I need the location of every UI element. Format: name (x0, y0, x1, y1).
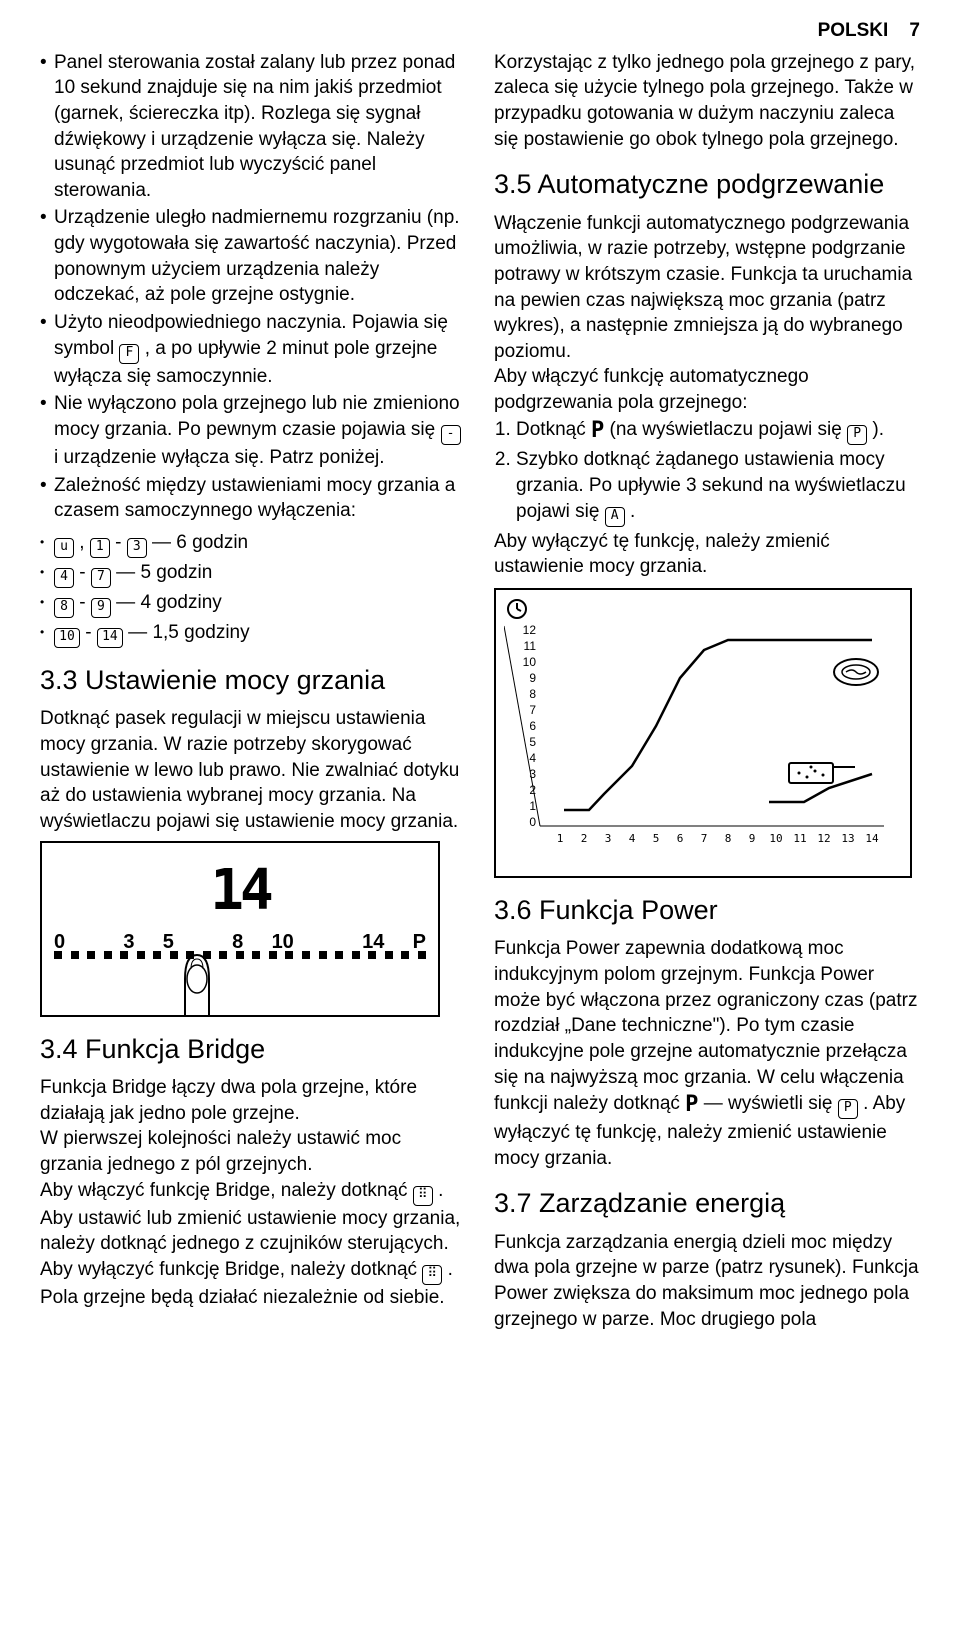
heading-3-5: 3.5 Automatyczne podgrzewanie (494, 166, 920, 202)
heating-chart: 121110 987 654 321 0 123 456 789 101112 … (494, 588, 912, 878)
svg-text:3: 3 (605, 832, 612, 845)
heading-3-3: 3.3 Ustawienie mocy grzania (40, 662, 466, 698)
bullet-item: Użyto nieodpowiedniego naczynia. Pojawia… (40, 310, 466, 389)
finger-icon (165, 949, 229, 1017)
paragraph: Aby wyłączyć funkcję Bridge, należy dotk… (40, 1257, 466, 1311)
svg-text:0: 0 (529, 815, 536, 829)
svg-text:4: 4 (529, 751, 536, 765)
p-symbol: P (591, 418, 604, 443)
paragraph: Włączenie funkcji automatycznego podgrze… (494, 211, 920, 365)
bridge-icon: ⠿ (413, 1186, 433, 1206)
svg-text:10: 10 (523, 655, 537, 669)
paragraph: Aby włączyć funkcję automatycznego podgr… (494, 364, 920, 415)
svg-text:8: 8 (529, 687, 536, 701)
heading-3-4: 3.4 Funkcja Bridge (40, 1031, 466, 1067)
paragraph: Funkcja zarządzania energią dzieli moc m… (494, 1230, 920, 1333)
pan-icon (834, 659, 878, 685)
symbol-dash: - (441, 425, 461, 445)
step-item: Szybko dotknąć żądanego ustawienia mocy … (516, 447, 920, 526)
svg-text:9: 9 (529, 671, 536, 685)
left-column: Panel sterowania został zalany lub przez… (40, 50, 466, 1333)
bullet-item: Panel sterowania został zalany lub przez… (40, 50, 466, 204)
svg-text:14: 14 (865, 832, 879, 845)
paragraph: Funkcja Power zapewnia dodatkową moc ind… (494, 936, 920, 1171)
svg-text:12: 12 (817, 832, 830, 845)
paragraph: W pierwszej kolejności należy ustawić mo… (40, 1126, 466, 1177)
svg-text:5: 5 (653, 832, 660, 845)
slider-ticks (54, 951, 426, 961)
slider-display: 14 (42, 853, 438, 929)
svg-text:7: 7 (529, 703, 536, 717)
svg-text:6: 6 (677, 832, 684, 845)
paragraph: Dotknąć pasek regulacji w miejscu ustawi… (40, 706, 466, 834)
paragraph: Funkcja Bridge łączy dwa pola grzejne, k… (40, 1075, 466, 1126)
slider-illustration: 14 0 3 5 8 10 14 P (40, 841, 440, 1017)
svg-text:11: 11 (793, 832, 806, 845)
p-box-symbol: P (838, 1099, 858, 1119)
svg-text:5: 5 (529, 735, 536, 749)
heading-3-7: 3.7 Zarządzanie energią (494, 1185, 920, 1221)
timing-row: 4 - 7 — 5 godzin (40, 560, 466, 588)
svg-text:6: 6 (529, 719, 536, 733)
paragraph: Aby włączyć funkcję Bridge, należy dotkn… (40, 1178, 466, 1257)
timing-list: u , 1 - 3 — 6 godzin 4 - 7 — 5 godzin 8 … (40, 530, 466, 648)
steps-list: Dotknąć P (na wyświetlaczu pojawi się P … (494, 416, 920, 527)
bridge-icon: ⠿ (422, 1265, 442, 1285)
heading-3-6: 3.6 Funkcja Power (494, 892, 920, 928)
symbol-f: F (119, 344, 139, 364)
page-header: POLSKI 7 (40, 18, 920, 44)
svg-text:4: 4 (629, 832, 636, 845)
svg-text:11: 11 (524, 639, 537, 653)
bullet-item: Zależność między ustawieniami mocy grzan… (40, 473, 466, 524)
paragraph: Aby wyłączyć tę funkcję, należy zmienić … (494, 529, 920, 580)
timing-row: 8 - 9 — 4 godziny (40, 590, 466, 618)
bullet-item: Urządzenie uległo nadmiernemu rozgrzaniu… (40, 205, 466, 308)
step-item: Dotknąć P (na wyświetlaczu pojawi się P … (516, 416, 920, 446)
a-box-symbol: A (605, 507, 625, 527)
left-bullet-list: Panel sterowania został zalany lub przez… (40, 50, 466, 524)
p-box-symbol: P (847, 425, 867, 445)
svg-text:2: 2 (581, 832, 588, 845)
bullet-item: Nie wyłączono pola grzejnego lub nie zmi… (40, 391, 466, 470)
right-column: Korzystając z tylko jednego pola grzejne… (494, 50, 920, 1333)
timing-row: u , 1 - 3 — 6 godzin (40, 530, 466, 558)
p-symbol: P (685, 1092, 698, 1117)
svg-text:9: 9 (749, 832, 756, 845)
clock-icon (506, 598, 528, 620)
slider-scale: 0 3 5 8 10 14 P (54, 929, 426, 953)
svg-text:10: 10 (769, 832, 782, 845)
svg-text:1: 1 (557, 832, 564, 845)
paragraph: Korzystając z tylko jednego pola grzejne… (494, 50, 920, 153)
header-page: 7 (909, 20, 920, 41)
header-language: POLSKI (818, 20, 889, 41)
pot-icon (789, 763, 855, 783)
svg-text:13: 13 (841, 832, 854, 845)
svg-text:7: 7 (701, 832, 708, 845)
chart-svg: 121110 987 654 321 0 123 456 789 101112 … (504, 598, 904, 868)
timing-row: 10 - 14 — 1,5 godziny (40, 620, 466, 648)
svg-text:12: 12 (523, 623, 537, 637)
svg-text:8: 8 (725, 832, 732, 845)
